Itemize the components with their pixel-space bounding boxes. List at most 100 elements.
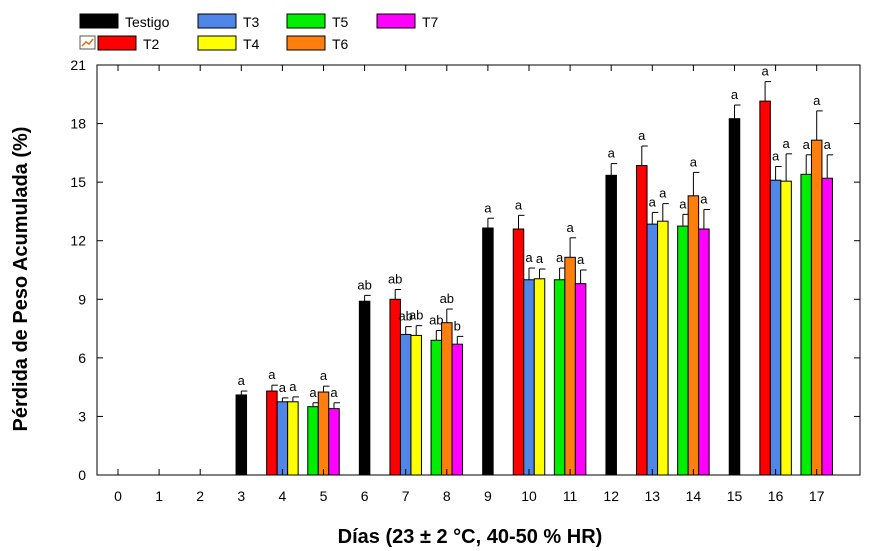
x-axis-title: Días (23 ± 2 °C, 40-50 % HR): [338, 526, 603, 548]
bar-T5-day-11: [553, 279, 566, 476]
x-tick-label: 9: [484, 488, 492, 504]
significance-label-T5-day-14: a: [679, 196, 687, 211]
bar-T6-day-11: [564, 256, 576, 476]
legend-swatch-T2: [97, 35, 137, 51]
legend-label-T4: T4: [243, 36, 260, 52]
significance-label-T5-day-11: a: [556, 250, 564, 265]
y-tick-label: 3: [78, 408, 86, 424]
significance-label-T6-day-17: a: [813, 93, 821, 108]
x-tick-label: 14: [686, 488, 702, 504]
significance-label-T4-day-16: a: [782, 136, 790, 151]
significance-label-T6-day-5: a: [320, 368, 328, 383]
bar-T3-day-7: [399, 333, 412, 476]
x-tick-label: 12: [603, 488, 619, 504]
significance-label-Testigo-day-12: a: [608, 146, 616, 161]
bar-Testigo-day-9: [482, 227, 494, 476]
significance-label-Testigo-day-9: a: [484, 200, 492, 215]
legend-label-T2: T2: [143, 36, 160, 52]
bar-T6-day-5: [317, 391, 330, 476]
bar-T5-day-14: [677, 225, 689, 476]
graph-icon-line: [81, 38, 94, 47]
significance-label-T5-day-8: ab: [429, 313, 443, 328]
x-tick-label: 8: [443, 488, 451, 504]
significance-label-T2-day-10: a: [515, 197, 523, 212]
legend-swatch-T3: [197, 13, 237, 29]
x-tick-label: 4: [279, 488, 287, 504]
bar-T3-day-10: [523, 279, 535, 476]
significance-label-T6-day-8: ab: [440, 291, 454, 306]
bar-Testigo-day-15: [728, 118, 741, 476]
bar-T4-day-13: [657, 220, 669, 476]
y-tick-label: 21: [70, 57, 86, 73]
bar-T7-day-17: [821, 177, 833, 476]
bar-Testigo-day-12: [605, 174, 617, 476]
x-tick-label: 7: [402, 488, 410, 504]
significance-label-T4-day-13: a: [659, 186, 667, 201]
legend-label-T7: T7: [422, 14, 439, 30]
legend-label-T6: T6: [332, 36, 349, 52]
legend-label-Testigo: Testigo: [125, 14, 170, 30]
significance-label-Testigo-day-3: a: [238, 373, 246, 388]
legend: Testigo T2 T3 T4 T5 T6 T7: [79, 13, 439, 52]
significance-label-Testigo-day-6: ab: [357, 277, 371, 292]
significance-label-T4-day-7: ab: [409, 308, 423, 323]
significance-label-T2-day-16: a: [761, 64, 769, 79]
y-axis-title: Pérdida de Peso Acumulada (%): [10, 127, 32, 432]
x-tick-label: 17: [809, 488, 825, 504]
bar-T3-day-4: [276, 401, 289, 476]
x-tick-label: 6: [361, 488, 369, 504]
significance-label-T2-day-13: a: [638, 128, 646, 143]
bar-T6-day-17: [810, 139, 823, 476]
bar-T6-day-14: [687, 195, 700, 476]
plot-border: [96, 64, 861, 476]
x-axis: 0 1 2 3 4 5 6 7 8 9 10 11 12 13 14 15 16 17: [114, 65, 825, 504]
y-tick-label: 0: [78, 467, 86, 483]
y-tick-label: 6: [78, 350, 86, 366]
x-tick-label: 2: [196, 488, 204, 504]
x-tick-label: 0: [114, 488, 122, 504]
significance-label-T2-day-4: a: [268, 367, 276, 382]
bar-T2-day-13: [636, 165, 648, 476]
bar-T7-day-8: [451, 343, 464, 476]
bar-T6-day-8: [441, 322, 453, 476]
significance-label-T7-day-11: a: [577, 252, 585, 267]
y-tick-label: 18: [70, 116, 86, 132]
bar-T5-day-5: [307, 406, 319, 476]
significance-label-T7-day-8: b: [454, 318, 461, 333]
significance-label-Testigo-day-15: a: [731, 87, 739, 102]
x-tick-label: 10: [521, 488, 537, 504]
x-tick-label: 15: [727, 488, 743, 504]
significance-label-T4-day-10: a: [536, 251, 544, 266]
significance-label-T2-day-7: ab: [388, 272, 402, 287]
bar-T2-day-16: [759, 100, 771, 476]
x-tick-label: 16: [768, 488, 784, 504]
y-tick-label: 15: [70, 174, 86, 190]
bar-T4-day-7: [410, 334, 422, 476]
significance-label-T7-day-14: a: [700, 191, 708, 206]
x-tick-label: 13: [645, 488, 661, 504]
x-tick-label: 3: [237, 488, 245, 504]
bar-T4-day-10: [533, 278, 546, 476]
significance-label-T5-day-5: a: [309, 385, 317, 400]
legend-label-T5: T5: [332, 14, 349, 30]
bar-Testigo-day-6: [358, 300, 371, 476]
bar-Testigo-day-3: [235, 394, 248, 476]
legend-swatch-T6: [286, 35, 326, 51]
bar-T3-day-16: [769, 179, 782, 476]
bar-T2-day-4: [266, 390, 278, 476]
significance-label-T7-day-17: a: [824, 137, 832, 152]
x-tick-label: 5: [320, 488, 328, 504]
legend-swatch-Testigo: [79, 13, 119, 29]
significance-label-T3-day-16: a: [772, 149, 780, 164]
bar-T2-day-7: [389, 298, 401, 476]
significance-label-T6-day-11: a: [566, 220, 574, 235]
bar-T7-day-11: [574, 283, 587, 476]
significance-label-T3-day-4: a: [279, 380, 287, 395]
significance-label-T3-day-13: a: [649, 194, 657, 209]
bar-T3-day-13: [646, 223, 659, 476]
significance-label-T7-day-5: a: [330, 385, 338, 400]
bar-T4-day-4: [287, 401, 299, 476]
plot-frame: [96, 64, 861, 476]
